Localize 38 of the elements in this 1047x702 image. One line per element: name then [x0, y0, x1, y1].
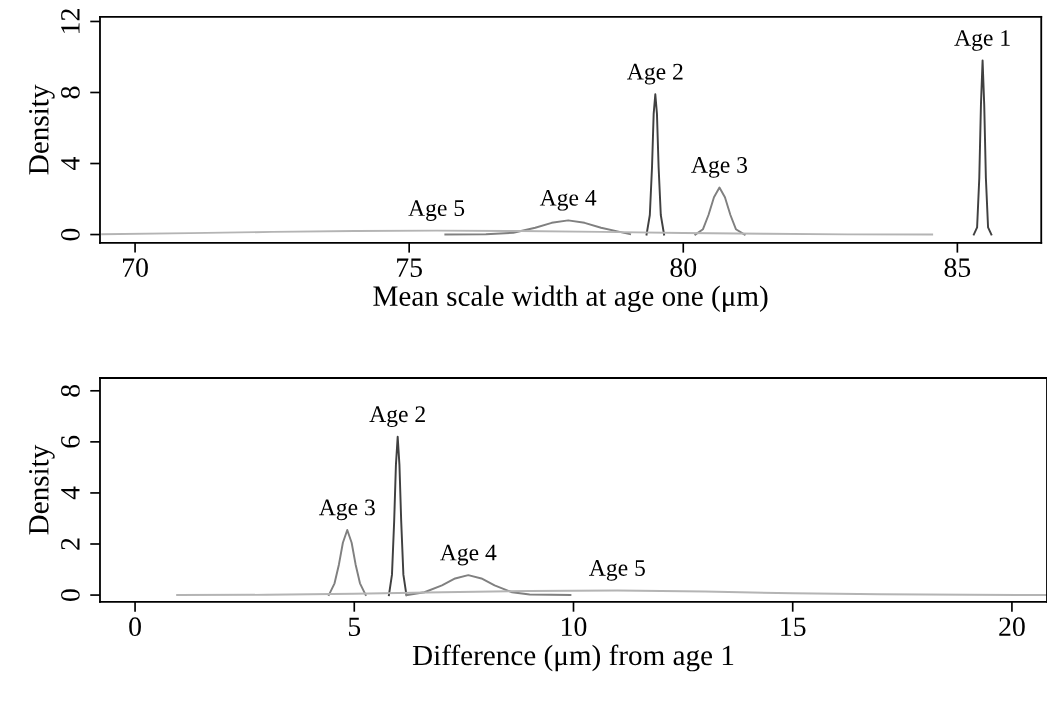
line-series	[387, 435, 408, 597]
series-label: Age 5	[589, 560, 645, 581]
line-series	[405, 574, 572, 597]
y-tick-label: 8	[61, 86, 80, 99]
series-label: Age 3	[691, 157, 748, 178]
series-label: Age 4	[539, 189, 597, 211]
x-tick-label: 85	[944, 258, 971, 278]
line-series	[444, 219, 632, 236]
y-tick-label: 6	[61, 435, 80, 448]
x-tick-label: 15	[781, 617, 806, 637]
series-label: Age 1	[954, 30, 1010, 51]
x-axis-title: Difference (μm) from age 1	[412, 644, 734, 672]
x-tick-label: 0	[129, 617, 141, 637]
y-tick-label: 4	[61, 157, 80, 170]
line-series	[327, 528, 367, 597]
x-tick-label: 80	[670, 258, 697, 278]
x-axis-title: Mean scale width at age one (μm)	[373, 285, 768, 312]
x-tick-label: 5	[348, 617, 361, 637]
series-label: Age 2	[627, 63, 683, 85]
line-series	[645, 93, 666, 236]
y-tick-label: 2	[61, 538, 80, 550]
y-axis-title: Density	[29, 84, 55, 175]
y-tick-label: 12	[61, 9, 80, 33]
series-label: Age 4	[439, 544, 497, 566]
x-tick-label: 70	[123, 258, 148, 278]
series-label: Age 2	[369, 406, 425, 428]
line-series	[694, 186, 746, 236]
line-series	[972, 59, 993, 236]
y-axis-title: Density	[29, 444, 55, 535]
x-tick-label: 20	[999, 617, 1025, 637]
y-tick-label: 8	[61, 384, 80, 397]
y-tick-label: 4	[61, 486, 80, 500]
y-tick-label: 0	[61, 228, 80, 241]
x-tick-label: 75	[397, 258, 422, 278]
y-tick-label: 0	[61, 589, 80, 601]
series-label: Age 5	[408, 200, 465, 221]
series-label: Age 3	[318, 499, 375, 521]
x-tick-label: 10	[562, 617, 587, 637]
